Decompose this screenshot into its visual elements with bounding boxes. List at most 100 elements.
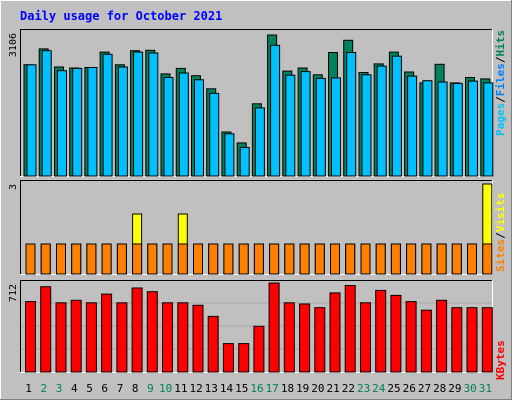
- day-label-12: 12: [189, 382, 202, 395]
- day-label-24: 24: [372, 382, 386, 395]
- day-label-19: 19: [296, 382, 309, 395]
- sites-visits-sites-bar-day-1: [25, 243, 36, 275]
- kbytes-bar-day-16: [253, 325, 265, 373]
- day-label-28: 28: [433, 382, 446, 395]
- sites-visits-sites-bar-day-31: [482, 243, 493, 275]
- kbytes-bar-day-7: [116, 302, 128, 373]
- hits-files-pages-files-bar-day-17: [270, 44, 281, 177]
- day-label-31: 31: [479, 382, 492, 395]
- sites-visits-sites-bar-day-12: [193, 243, 203, 275]
- legend-kbytes-part: KBytes: [494, 340, 507, 380]
- sites-visits-sites-bar-day-20: [314, 243, 325, 275]
- sites-visits-sites-bar-day-5: [86, 243, 97, 275]
- sites-visits-sites-bar-day-25: [390, 243, 401, 275]
- kbytes-bar-day-20: [314, 307, 326, 373]
- kbytes-bar-day-28: [436, 299, 448, 373]
- sites-visits-sites-bar-day-24: [375, 243, 386, 275]
- sites-visits-sites-bar-day-9: [147, 243, 158, 275]
- day-label-5: 5: [86, 382, 93, 395]
- kbytes-bar-day-11: [177, 302, 189, 373]
- day-label-17: 17: [266, 382, 279, 395]
- kbytes-bar-day-9: [146, 291, 158, 373]
- kbytes-bar-day-3: [55, 302, 67, 373]
- sites-visits-sites-bar-day-6: [101, 243, 112, 275]
- sites-visits-sites-bar-day-13: [208, 243, 219, 275]
- hits-files-pages-files-bar-day-27: [422, 80, 433, 177]
- hits-files-pages-files-bar-day-16: [254, 107, 265, 177]
- legend-pages-files-hits: Pages/Files/Hits: [494, 30, 507, 136]
- kbytes-bar-day-27: [420, 309, 432, 373]
- kbytes-bar-day-29: [451, 307, 463, 373]
- day-label-14: 14: [220, 382, 234, 395]
- hits-files-pages-files-bar-day-7: [117, 66, 128, 177]
- panel-1-ymax-label: 3106: [8, 33, 19, 57]
- day-label-27: 27: [418, 382, 431, 395]
- hits-files-pages-files-bar-day-9: [148, 52, 159, 177]
- kbytes-bar-day-6: [101, 293, 113, 373]
- sites-visits-sites-bar-day-18: [284, 243, 295, 275]
- legend-pages-files-hits-part: /: [494, 96, 507, 103]
- day-label-18: 18: [281, 382, 294, 395]
- day-label-16: 16: [250, 382, 263, 395]
- hits-files-pages-files-bar-day-15: [239, 146, 250, 177]
- sites-visits-sites-bar-day-21: [330, 243, 340, 275]
- kbytes-bar-day-15: [238, 343, 250, 373]
- legend-sites-visits-part: Visits: [494, 193, 507, 233]
- sites-visits-sites-bar-day-3: [56, 243, 66, 275]
- panel-2-ymax-label: 3: [8, 184, 19, 190]
- sites-visits-sites-bar-day-2: [40, 243, 51, 275]
- sites-visits-sites-bar-day-30: [467, 243, 477, 275]
- hits-files-pages-files-bar-day-23: [361, 74, 372, 177]
- day-label-7: 7: [117, 382, 124, 395]
- kbytes-bar-day-5: [85, 302, 97, 373]
- hits-files-pages-files-bar-day-25: [391, 55, 402, 177]
- kbytes-bar-day-31: [481, 307, 493, 373]
- kbytes-bar-day-26: [405, 301, 417, 373]
- day-label-4: 4: [71, 382, 78, 395]
- sites-visits-sites-bar-day-7: [116, 243, 127, 275]
- day-label-26: 26: [403, 382, 416, 395]
- day-label-15: 15: [235, 382, 248, 395]
- hits-files-pages-files-bar-day-20: [315, 77, 326, 177]
- hits-files-pages-files-bar-day-2: [41, 50, 52, 177]
- day-label-13: 13: [205, 382, 218, 395]
- legend-pages-files-hits-part: /: [494, 56, 507, 63]
- hits-files-pages-files-bar-day-30: [468, 80, 478, 177]
- hits-files-pages-files-bar-day-31: [483, 82, 494, 177]
- legend-pages-files-hits-part: Pages: [494, 103, 507, 136]
- sites-visits-sites-bar-day-8: [132, 243, 143, 275]
- day-label-25: 25: [387, 382, 400, 395]
- kbytes-bar-day-23: [360, 302, 371, 373]
- legend-sites-visits-part: /: [494, 232, 507, 239]
- sites-visits-sites-bar-day-17: [269, 243, 280, 275]
- sites-visits-sites-bar-day-10: [162, 243, 173, 275]
- sites-visits-sites-bar-day-27: [421, 243, 432, 275]
- sites-visits-sites-bar-day-15: [238, 243, 249, 275]
- hits-files-pages-files-bar-day-6: [102, 53, 113, 177]
- sites-visits-sites-bar-day-29: [451, 243, 462, 275]
- kbytes-bar-day-21: [329, 292, 341, 373]
- sites-visits-sites-bar-day-4: [71, 243, 82, 275]
- day-label-22: 22: [342, 382, 355, 395]
- day-label-23: 23: [357, 382, 370, 395]
- kbytes-bar-day-8: [131, 287, 143, 373]
- day-label-20: 20: [311, 382, 324, 395]
- hits-files-pages-files-bar-day-12: [194, 79, 204, 177]
- legend-kbytes: KBytes: [494, 340, 507, 380]
- sites-visits-sites-bar-day-11: [177, 243, 188, 275]
- hits-files-pages-files-bar-day-8: [133, 51, 144, 177]
- kbytes-bar-day-14: [222, 343, 234, 373]
- hits-files-pages-files-bar-day-21: [331, 77, 341, 177]
- legend-sites-visits-part: Sites: [494, 239, 507, 272]
- day-label-10: 10: [159, 382, 172, 395]
- day-label-6: 6: [101, 382, 108, 395]
- hits-files-pages-files-bar-day-19: [300, 71, 311, 177]
- day-label-1: 1: [25, 382, 32, 395]
- hits-files-pages-files-bar-day-11: [178, 72, 189, 177]
- hits-files-pages-files-bar-day-29: [452, 82, 463, 177]
- kbytes-bar-day-1: [25, 301, 36, 373]
- legend-pages-files-hits-part: Files: [494, 63, 507, 96]
- kbytes-bar-day-12: [192, 304, 204, 373]
- day-label-2: 2: [40, 382, 47, 395]
